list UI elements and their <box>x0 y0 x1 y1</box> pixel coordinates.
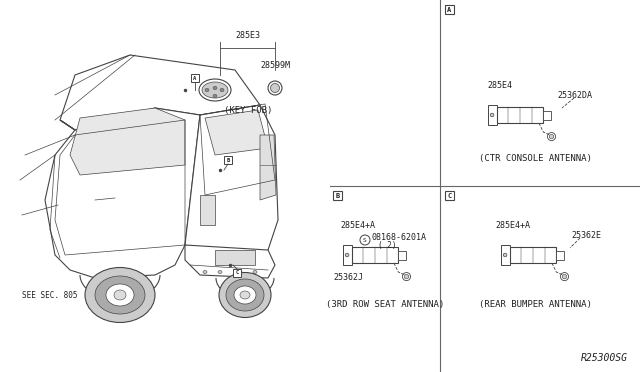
Text: C: C <box>447 192 452 199</box>
Ellipse shape <box>114 290 126 300</box>
Text: A: A <box>193 76 196 80</box>
Ellipse shape <box>490 113 494 117</box>
Bar <box>333 191 342 200</box>
Ellipse shape <box>220 88 224 92</box>
Text: (REAR BUMPER ANTENNA): (REAR BUMPER ANTENNA) <box>479 301 591 310</box>
Ellipse shape <box>95 276 145 314</box>
Bar <box>497 107 543 123</box>
Bar <box>215 250 255 265</box>
Text: 285E4+A: 285E4+A <box>340 221 375 230</box>
Text: (CTR CONSOLE ANTENNA): (CTR CONSOLE ANTENNA) <box>479 154 591 163</box>
Polygon shape <box>185 245 275 278</box>
Ellipse shape <box>213 94 217 98</box>
Bar <box>543 110 550 119</box>
Text: SEE SEC. 805: SEE SEC. 805 <box>22 291 77 299</box>
Bar <box>445 191 454 200</box>
Bar <box>233 269 241 277</box>
Ellipse shape <box>205 88 209 92</box>
Text: 25362DA: 25362DA <box>557 90 592 99</box>
Polygon shape <box>185 105 278 262</box>
Ellipse shape <box>106 284 134 306</box>
Bar <box>509 247 556 263</box>
Text: C: C <box>236 270 239 276</box>
Ellipse shape <box>404 275 409 279</box>
Ellipse shape <box>549 134 554 139</box>
Text: ( 2): ( 2) <box>378 241 397 250</box>
Ellipse shape <box>253 270 257 273</box>
Bar <box>200 195 215 225</box>
Text: 285E4+A: 285E4+A <box>495 221 530 230</box>
Ellipse shape <box>346 253 349 257</box>
Text: 285E4: 285E4 <box>487 80 512 90</box>
Bar <box>191 74 199 82</box>
Bar <box>224 156 232 164</box>
Text: (KEY FOB): (KEY FOB) <box>224 106 272 115</box>
Ellipse shape <box>240 291 250 299</box>
Bar <box>556 250 564 260</box>
Text: 28599M: 28599M <box>260 61 290 70</box>
Ellipse shape <box>219 273 271 317</box>
Text: S: S <box>363 237 367 243</box>
Text: (3RD ROW SEAT ANTENNA): (3RD ROW SEAT ANTENNA) <box>326 301 444 310</box>
Ellipse shape <box>271 83 280 93</box>
Text: 25362E: 25362E <box>571 231 601 240</box>
Polygon shape <box>260 135 276 200</box>
Text: B: B <box>227 157 230 163</box>
Ellipse shape <box>403 273 410 280</box>
Polygon shape <box>60 55 260 130</box>
Ellipse shape <box>547 132 556 141</box>
Ellipse shape <box>213 86 217 90</box>
Text: 08168-6201A: 08168-6201A <box>372 232 427 241</box>
Ellipse shape <box>360 235 370 245</box>
Ellipse shape <box>234 286 256 304</box>
Text: 25362J: 25362J <box>333 273 363 282</box>
Ellipse shape <box>203 270 207 273</box>
Ellipse shape <box>202 82 228 98</box>
Ellipse shape <box>85 267 155 323</box>
Ellipse shape <box>268 81 282 95</box>
Polygon shape <box>205 110 268 155</box>
Bar <box>351 247 398 263</box>
Bar <box>488 105 497 125</box>
Ellipse shape <box>238 270 242 273</box>
Bar <box>398 250 406 260</box>
Ellipse shape <box>226 279 264 311</box>
Bar <box>445 5 454 14</box>
Bar <box>342 245 351 265</box>
Polygon shape <box>45 108 200 278</box>
Text: B: B <box>335 192 340 199</box>
Ellipse shape <box>561 273 568 280</box>
Bar <box>500 245 509 265</box>
Ellipse shape <box>199 79 231 101</box>
Ellipse shape <box>503 253 507 257</box>
Ellipse shape <box>563 275 567 279</box>
Text: 285E3: 285E3 <box>236 31 260 39</box>
Text: A: A <box>447 6 452 13</box>
Ellipse shape <box>218 270 222 273</box>
Polygon shape <box>70 108 185 175</box>
Text: R25300SG: R25300SG <box>581 353 628 363</box>
